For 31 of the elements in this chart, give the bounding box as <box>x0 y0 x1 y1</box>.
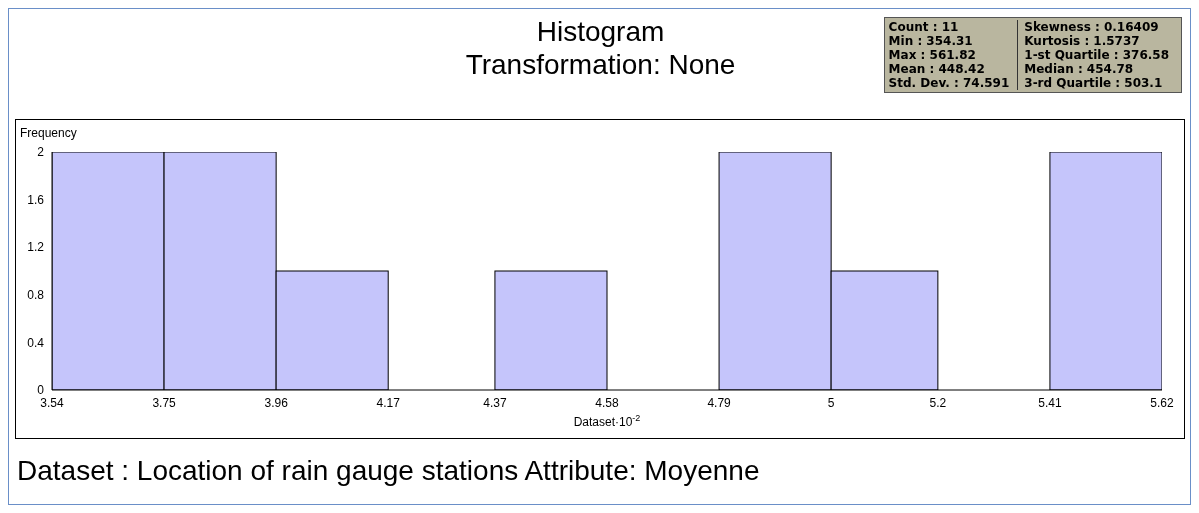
x-tick-label: 5.62 <box>1150 395 1174 410</box>
text: 1-st Quartile : 376.58 <box>1024 48 1169 62</box>
text: 3-rd Quartile : 503.1 <box>1024 76 1164 90</box>
x-tick-label: 5.41 <box>1038 395 1062 410</box>
text: Dataset : Location of rain gauge stations Attribute: Moyenne <box>17 455 760 487</box>
chart-title: Histogram Transformation: None <box>465 16 736 80</box>
x-tick-label: 4.17 <box>376 395 401 410</box>
y-tick-label: 0.8 <box>27 288 45 303</box>
y-tick-label: 0 <box>37 383 45 398</box>
text: Std. Dev. : 74.591 <box>888 76 1010 90</box>
y-tick-label: 1.6 <box>27 192 45 207</box>
text: Skewness : 0.16409 <box>1024 20 1160 34</box>
text: Kurtosis : 1.5737 <box>1024 34 1141 48</box>
x-tick-label: 3.75 <box>152 395 177 410</box>
x-tick-label: 5.2 <box>929 395 947 410</box>
text: Median : 454.78 <box>1024 62 1135 76</box>
text: Mean : 448.42 <box>888 62 986 76</box>
x-tick-label: 3.54 <box>40 395 64 410</box>
y-tick-label: 0.4 <box>27 335 45 350</box>
text: Count : 11 <box>888 20 960 34</box>
x-tick-label: 5 <box>827 395 835 410</box>
x-tick-label: 4.79 <box>707 395 732 410</box>
y-axis-title: Frequency <box>20 126 77 140</box>
x-tick-label: 4.58 <box>595 395 619 410</box>
text: Max : 561.82 <box>888 48 977 62</box>
x-axis-title: Dataset·10$^{-2}$ <box>573 413 641 429</box>
x-tick-label: 4.37 <box>483 395 507 410</box>
y-tick-label: 2 <box>37 145 45 160</box>
text: Min : 354.31 <box>888 34 974 48</box>
x-tick-label: 3.96 <box>264 395 289 410</box>
y-tick-label: 1.2 <box>27 240 45 255</box>
